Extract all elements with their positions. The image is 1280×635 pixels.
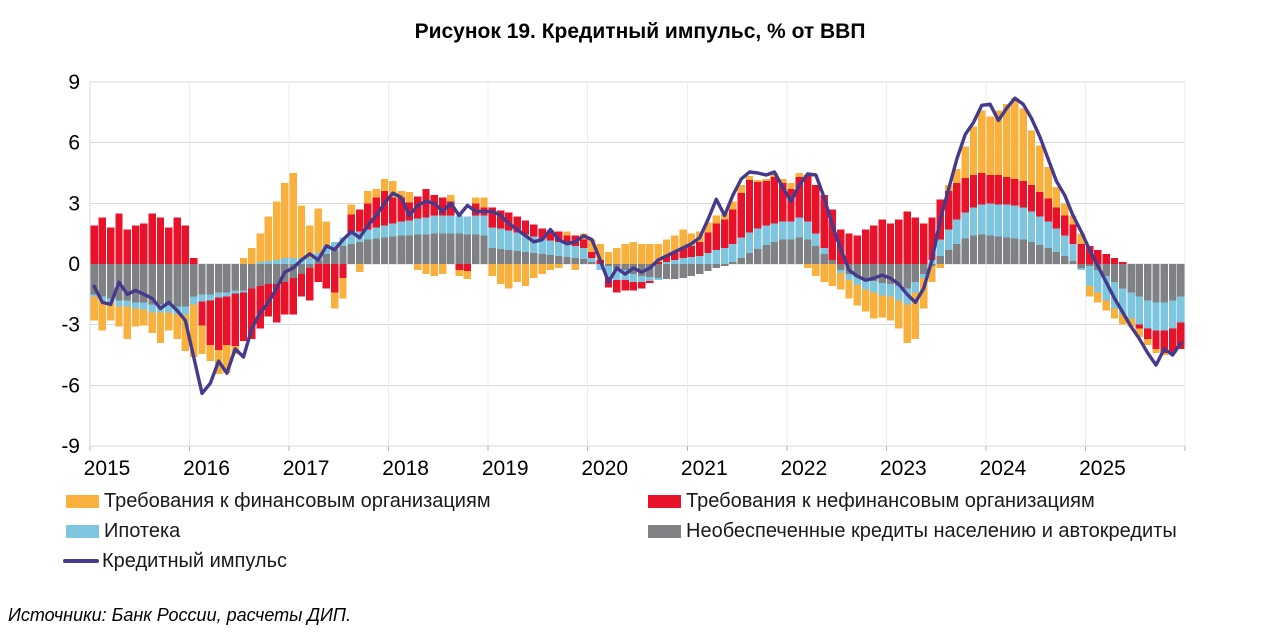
svg-text:9: 9 [68, 71, 80, 94]
svg-text:-3: -3 [61, 314, 80, 337]
svg-text:0: 0 [68, 253, 80, 276]
svg-text:2023: 2023 [880, 457, 927, 480]
svg-text:2022: 2022 [780, 457, 827, 480]
chart-legend: Требования к финансовым организациям Тре… [0, 489, 1280, 581]
legend-swatch-fin-icon [66, 494, 99, 508]
legend-label-mortgage: Ипотека [104, 519, 181, 542]
svg-text:2019: 2019 [482, 457, 529, 480]
legend-item-unsecured: Необеспеченные кредиты населению и авток… [648, 519, 1177, 543]
legend-label-impulse: Кредитный импульс [102, 549, 288, 572]
legend-label-nonfin: Требования к нефинансовым организациям [686, 489, 1095, 512]
legend-item-nonfin: Требования к нефинансовым организациям [648, 489, 1095, 513]
chart-title: Рисунок 19. Кредитный импульс, % от ВВП [414, 20, 866, 43]
legend-label-fin: Требования к финансовым организациям [104, 489, 491, 512]
svg-text:2016: 2016 [183, 457, 230, 480]
svg-text:3: 3 [68, 192, 80, 215]
svg-text:2020: 2020 [581, 457, 628, 480]
svg-text:2021: 2021 [681, 457, 728, 480]
svg-text:2024: 2024 [980, 457, 1027, 480]
source-note: Источники: Банк России, расчеты ДИП. [8, 605, 351, 625]
legend-item-mortgage: Ипотека [66, 519, 180, 543]
legend-item-fin: Требования к финансовым организациям [66, 489, 491, 513]
svg-text:-9: -9 [61, 435, 80, 458]
legend-swatch-unsecured-icon [648, 524, 681, 538]
svg-text:2018: 2018 [382, 457, 429, 480]
svg-text:2025: 2025 [1079, 457, 1126, 480]
svg-text:2017: 2017 [283, 457, 330, 480]
legend-label-unsecured: Необеспеченные кредиты населению и авток… [686, 519, 1177, 542]
svg-text:2015: 2015 [84, 457, 131, 480]
legend-item-impulse: Кредитный импульс [63, 549, 287, 573]
svg-text:-6: -6 [61, 374, 80, 397]
legend-swatch-nonfin-icon [648, 494, 681, 508]
svg-text:6: 6 [68, 132, 80, 155]
legend-line-swatch-impulse-icon [63, 559, 99, 563]
legend-swatch-mortgage-icon [66, 524, 99, 538]
